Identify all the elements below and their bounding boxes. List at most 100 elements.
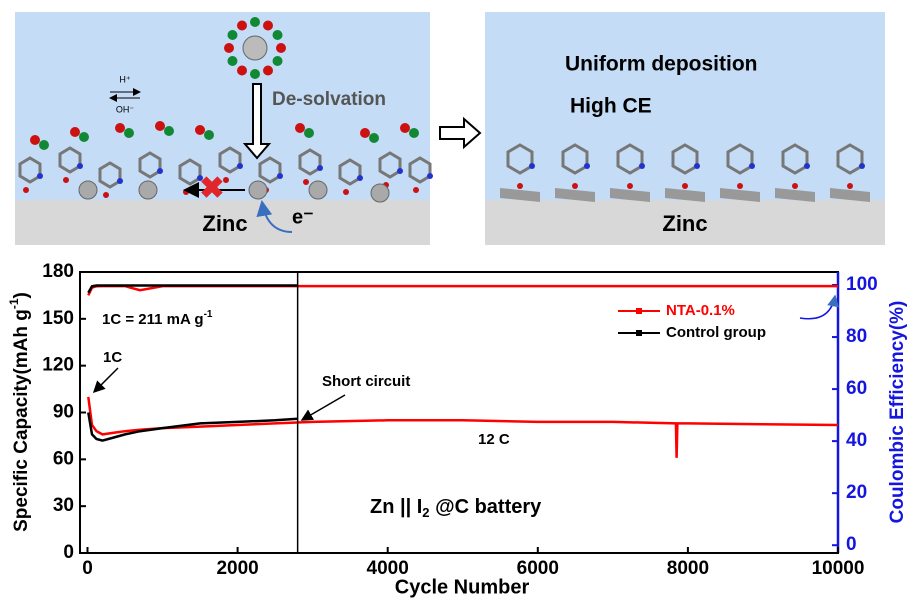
atom — [70, 127, 80, 137]
y2-axis-label: Coulombic Efficiency(%) — [887, 301, 908, 524]
zinc-ion — [370, 183, 390, 203]
atom — [37, 173, 43, 179]
atom — [250, 17, 260, 27]
ring — [18, 156, 42, 184]
atom — [804, 163, 810, 169]
panel-arrow — [439, 116, 482, 150]
atom — [517, 183, 523, 189]
zinc-ion — [242, 35, 268, 61]
atom — [397, 168, 403, 174]
atom — [155, 121, 165, 131]
efficiency-line — [87, 284, 838, 296]
atom — [227, 30, 238, 40]
efficiency-line — [87, 284, 298, 294]
atom — [223, 177, 229, 183]
atom — [694, 163, 700, 169]
atom — [792, 183, 798, 189]
atom — [295, 123, 305, 133]
ring — [58, 146, 82, 174]
y-tick-label: 30 — [53, 495, 74, 516]
atom — [195, 125, 205, 135]
atom — [237, 65, 247, 76]
annotation: 2 — [422, 505, 429, 520]
panel-label: High CE — [570, 95, 652, 118]
ring — [98, 161, 122, 189]
atom — [369, 133, 379, 143]
ring — [781, 143, 809, 175]
ring — [616, 143, 644, 175]
ring — [671, 143, 699, 175]
atom — [343, 189, 349, 195]
atom — [357, 175, 363, 181]
annotation: 1C — [103, 349, 122, 366]
y2-tick-label: 0 — [846, 534, 857, 555]
y2-tick-label: 20 — [846, 482, 867, 503]
atom — [204, 130, 214, 140]
atom — [30, 135, 40, 145]
reaction-forward: H⁺ — [119, 74, 130, 84]
atom — [360, 128, 370, 138]
left-zinc — [15, 200, 430, 245]
annotation: -1 — [204, 309, 213, 320]
x-tick-label: 4000 — [367, 558, 409, 579]
y-axis-label: Specific Capacity(mAh g — [11, 309, 32, 532]
annotation: Zn || I — [370, 496, 422, 518]
atom — [276, 43, 286, 53]
x-tick-label: 0 — [82, 558, 93, 579]
atom — [115, 123, 125, 133]
y-tick-label: 120 — [42, 355, 74, 376]
electrode-label: Zinc — [662, 211, 707, 236]
plate — [500, 188, 540, 202]
atom — [79, 132, 89, 142]
atom — [263, 20, 273, 31]
x-axis-label: Cycle Number — [395, 576, 530, 598]
plate — [665, 188, 705, 202]
capacity-line — [87, 412, 298, 442]
electron-arrow — [256, 200, 293, 233]
atom — [23, 187, 29, 193]
atom — [303, 179, 309, 185]
atom — [237, 163, 243, 169]
legend-marker — [636, 308, 642, 314]
annotation: Zn || I2 @C battery — [370, 496, 542, 520]
panel-label: Uniform deposition — [565, 53, 758, 76]
atom — [304, 128, 314, 138]
atom — [572, 183, 578, 189]
zinc-ion — [138, 180, 158, 200]
zinc-ion — [308, 180, 328, 200]
legend-label: Control group — [666, 324, 766, 341]
y2-tick-label: 40 — [846, 430, 867, 451]
ring — [298, 148, 322, 176]
y2-tick-label: 60 — [846, 378, 867, 399]
right-zinc — [485, 200, 885, 245]
annotation: 1C = 211 mA g — [102, 311, 204, 328]
atom — [400, 123, 410, 133]
atom — [427, 173, 433, 179]
y-tick-label: 60 — [53, 448, 74, 469]
ring — [408, 156, 432, 184]
atom — [847, 183, 853, 189]
capacity-line — [87, 396, 839, 458]
x-tick-label: 2000 — [216, 558, 258, 579]
atom — [77, 163, 83, 169]
atom — [413, 187, 419, 193]
atom — [272, 56, 283, 66]
zinc-ion — [248, 180, 268, 200]
atom — [39, 140, 49, 150]
reaction-backward: OH⁻ — [116, 104, 135, 114]
axis-pointer — [799, 294, 839, 320]
molecules — [18, 17, 870, 203]
y2-tick-label: 100 — [846, 274, 878, 295]
atom — [627, 183, 633, 189]
y-tick-label: 0 — [63, 542, 74, 563]
ring — [258, 156, 282, 184]
legend-label: NTA-0.1% — [666, 302, 735, 319]
plate — [775, 188, 815, 202]
atom — [164, 126, 174, 136]
zinc-ion — [78, 180, 98, 200]
step-label: De-solvation — [272, 89, 386, 110]
atom — [250, 69, 260, 79]
atom — [749, 163, 755, 169]
atom — [529, 163, 535, 169]
